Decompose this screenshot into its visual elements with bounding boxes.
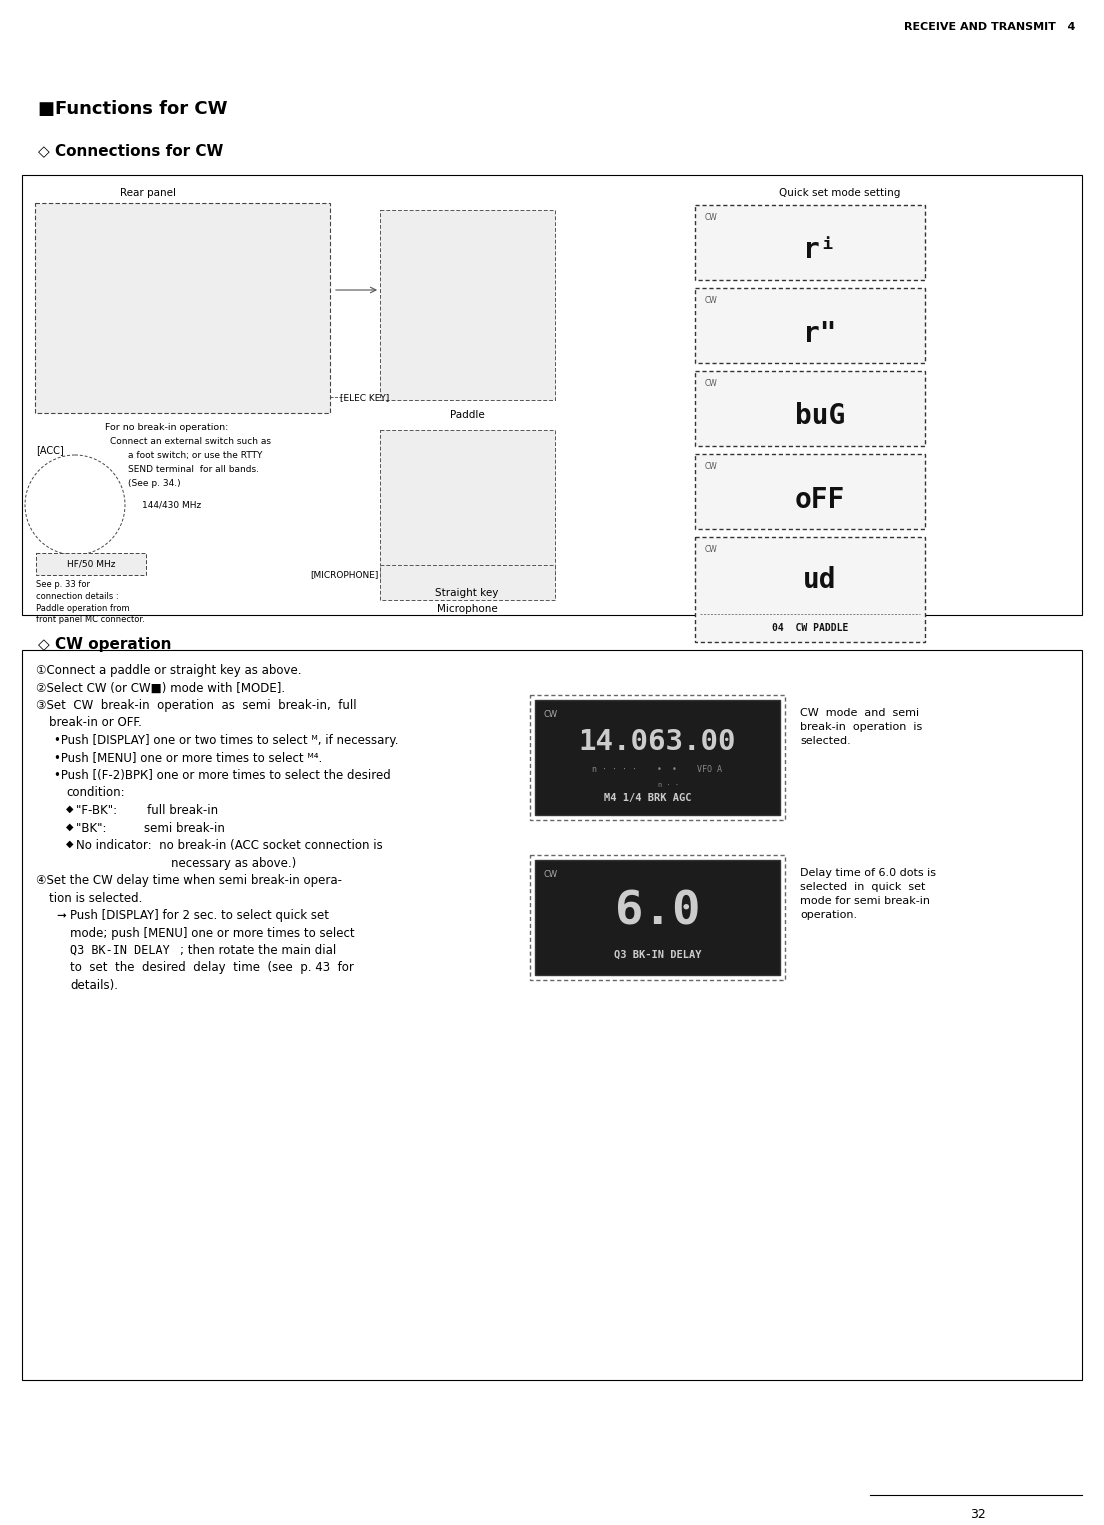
Text: ud: ud <box>804 566 837 593</box>
Bar <box>35 203 330 413</box>
Text: mode; push [MENU] one or more times to select: mode; push [MENU] one or more times to s… <box>70 927 354 939</box>
Text: M4 1/4 BRK AGC: M4 1/4 BRK AGC <box>604 793 691 804</box>
Text: CW  mode  and  semi
break-in  operation  is
selected.: CW mode and semi break-in operation is s… <box>800 708 922 746</box>
Text: Microphone: Microphone <box>436 604 498 615</box>
Text: "BK":          semi break-in: "BK": semi break-in <box>76 822 225 834</box>
Text: •Push [MENU] one or more times to select ᴹ⁴.: •Push [MENU] one or more times to select… <box>54 752 322 764</box>
Text: ■Functions for CW: ■Functions for CW <box>38 101 227 117</box>
Text: RECEIVE AND TRANSMIT   4: RECEIVE AND TRANSMIT 4 <box>904 21 1075 32</box>
Text: ◆: ◆ <box>66 839 74 849</box>
Bar <box>22 650 1082 1380</box>
Text: See p. 33 for
connection details :
Paddle operation from
front panel MC connecto: See p. 33 for connection details : Paddl… <box>36 580 145 624</box>
Text: Push [DISPLAY] for 2 sec. to select quick set: Push [DISPLAY] for 2 sec. to select quic… <box>70 909 329 923</box>
Text: SEND terminal  for all bands.: SEND terminal for all bands. <box>128 465 259 474</box>
Text: 14.063.00: 14.063.00 <box>578 727 736 756</box>
Text: ①Connect a paddle or straight key as above.: ①Connect a paddle or straight key as abo… <box>36 663 301 677</box>
Bar <box>696 537 925 642</box>
Text: 32: 32 <box>970 1508 986 1520</box>
Text: CW: CW <box>705 380 718 387</box>
Text: ◆: ◆ <box>66 822 74 831</box>
Text: Rear panel: Rear panel <box>120 188 176 198</box>
Text: Connect an external switch such as: Connect an external switch such as <box>110 438 270 445</box>
Text: buG: buG <box>795 403 846 430</box>
Text: 144/430 MHz: 144/430 MHz <box>142 500 201 509</box>
Text: CW: CW <box>705 544 718 554</box>
Bar <box>696 288 925 363</box>
Bar <box>380 430 555 580</box>
Text: r": r" <box>804 320 837 348</box>
Text: tion is selected.: tion is selected. <box>49 892 142 904</box>
Text: ◆: ◆ <box>66 804 74 814</box>
Bar <box>380 210 555 400</box>
Text: "F-BK":        full break-in: "F-BK": full break-in <box>76 804 219 817</box>
Bar <box>380 564 555 599</box>
Bar <box>696 371 925 445</box>
Text: condition:: condition: <box>66 787 125 799</box>
Text: Quick set mode setting: Quick set mode setting <box>779 188 901 198</box>
Text: break-in or OFF.: break-in or OFF. <box>49 717 142 729</box>
Text: to  set  the  desired  delay  time  (see  p. 43  for: to set the desired delay time (see p. 43… <box>70 961 354 974</box>
Text: n · · · ·    •  •    VFO A: n · · · · • • VFO A <box>593 766 722 775</box>
Text: ➞: ➞ <box>56 909 66 923</box>
Text: Delay time of 6.0 dots is
selected  in  quick  set
mode for semi break-in
operat: Delay time of 6.0 dots is selected in qu… <box>800 868 936 920</box>
Text: ◇ Connections for CW: ◇ Connections for CW <box>38 143 223 159</box>
Bar <box>535 860 781 974</box>
Text: (See p. 34.): (See p. 34.) <box>128 479 181 488</box>
Text: n · ·: n · · <box>658 782 679 788</box>
Text: CW: CW <box>543 711 558 718</box>
Text: CW: CW <box>705 462 718 471</box>
Text: ②Select CW (or CW■) mode with [MODE].: ②Select CW (or CW■) mode with [MODE]. <box>36 682 285 694</box>
Text: oFF: oFF <box>795 485 846 514</box>
Text: rⁱ: rⁱ <box>804 236 837 264</box>
Text: Straight key: Straight key <box>435 589 499 598</box>
Text: [ELEC KEY]: [ELEC KEY] <box>340 393 390 403</box>
Text: CW: CW <box>543 869 558 878</box>
Text: CW: CW <box>705 214 718 223</box>
Text: 6.0: 6.0 <box>615 889 700 935</box>
Text: ; then rotate the main dial: ; then rotate the main dial <box>180 944 337 958</box>
Text: No indicator:  no break-in (ACC socket connection is: No indicator: no break-in (ACC socket co… <box>76 839 383 852</box>
Bar <box>530 695 785 820</box>
Text: [ACC]: [ACC] <box>36 445 64 454</box>
Text: ◇ CW operation: ◇ CW operation <box>38 637 171 653</box>
Bar <box>36 554 146 575</box>
Bar <box>696 204 925 281</box>
Text: a foot switch; or use the RTTY: a foot switch; or use the RTTY <box>128 451 263 461</box>
Text: CW: CW <box>705 296 718 305</box>
Bar <box>22 175 1082 615</box>
Text: Q3 BK-IN DELAY: Q3 BK-IN DELAY <box>614 950 701 961</box>
Text: •Push [DISPLAY] one or two times to select ᴹ, if necessary.: •Push [DISPLAY] one or two times to sele… <box>54 734 399 747</box>
Text: For no break-in operation:: For no break-in operation: <box>105 422 229 432</box>
Text: necessary as above.): necessary as above.) <box>171 857 296 869</box>
Text: Paddle: Paddle <box>449 410 485 419</box>
Text: HF/50 MHz: HF/50 MHz <box>66 560 115 569</box>
Bar <box>696 454 925 529</box>
Text: ③Set  CW  break-in  operation  as  semi  break-in,  full: ③Set CW break-in operation as semi break… <box>36 698 357 712</box>
Text: 04  CW PADDLE: 04 CW PADDLE <box>772 624 848 633</box>
Text: [MICROPHONE]: [MICROPHONE] <box>310 570 379 580</box>
Text: ④Set the CW delay time when semi break-in opera-: ④Set the CW delay time when semi break-i… <box>36 874 342 888</box>
Bar <box>535 700 781 814</box>
Text: Q3 BK-IN DELAY: Q3 BK-IN DELAY <box>70 944 170 958</box>
Text: details).: details). <box>70 979 118 991</box>
Bar <box>530 856 785 981</box>
Text: •Push [(F-2)ВРК] one or more times to select the desired: •Push [(F-2)ВРК] one or more times to se… <box>54 769 391 782</box>
